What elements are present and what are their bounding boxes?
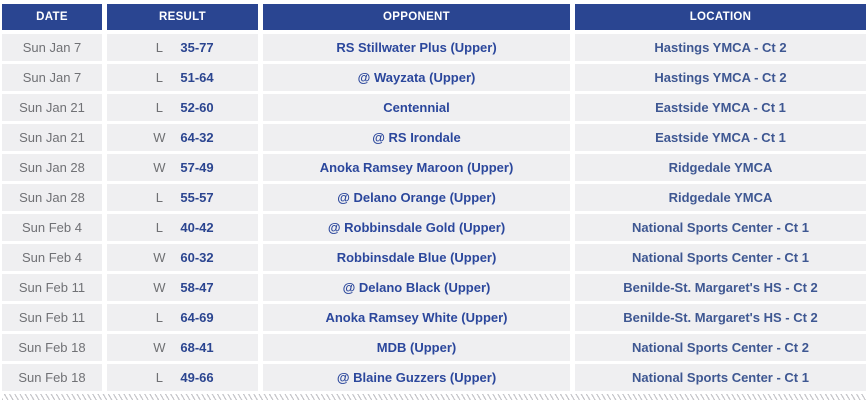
opponent-link[interactable]: @ Delano Orange (Upper) (263, 184, 570, 211)
result-cell: L 49-66 (107, 364, 258, 391)
result-cell: L 35-77 (107, 34, 258, 61)
location-link[interactable]: Hastings YMCA - Ct 2 (575, 64, 866, 91)
result-letter: L (155, 70, 163, 85)
column-header-opponent: OPPONENT (263, 4, 570, 30)
date-cell: Sun Jan 21 (2, 94, 102, 121)
opponent-link[interactable]: @ RS Irondale (263, 124, 570, 151)
location-link[interactable]: National Sports Center - Ct 2 (575, 334, 866, 361)
date-cell: Sun Jan 7 (2, 64, 102, 91)
table-row: Sun Feb 11 W 58-47 @ Delano Black (Upper… (2, 274, 866, 301)
result-score: 57-49 (180, 160, 214, 175)
opponent-link[interactable]: @ Delano Black (Upper) (263, 274, 570, 301)
date-cell: Sun Feb 4 (2, 214, 102, 241)
location-link[interactable]: Eastside YMCA - Ct 1 (575, 124, 866, 151)
column-header-date: DATE (2, 4, 102, 30)
location-link[interactable]: Hastings YMCA - Ct 2 (575, 34, 866, 61)
result-score: 68-41 (180, 340, 214, 355)
location-link[interactable]: Eastside YMCA - Ct 1 (575, 94, 866, 121)
result-cell: W 60-32 (107, 244, 258, 271)
result-score: 55-57 (180, 190, 214, 205)
date-cell: Sun Jan 28 (2, 154, 102, 181)
result-cell: W 58-47 (107, 274, 258, 301)
date-cell: Sun Jan 21 (2, 124, 102, 151)
opponent-link[interactable]: Robbinsdale Blue (Upper) (263, 244, 570, 271)
result-score: 64-32 (180, 130, 214, 145)
result-score: 35-77 (180, 40, 214, 55)
opponent-link[interactable]: MDB (Upper) (263, 334, 570, 361)
result-letter: L (155, 100, 163, 115)
location-link[interactable]: National Sports Center - Ct 1 (575, 364, 866, 391)
result-score: 64-69 (180, 310, 214, 325)
result-letter: W (153, 250, 166, 265)
column-header-result: RESULT (107, 4, 258, 30)
table-row: Sun Jan 7 L 35-77 RS Stillwater Plus (Up… (2, 34, 866, 61)
date-cell: Sun Feb 18 (2, 364, 102, 391)
opponent-link[interactable]: @ Wayzata (Upper) (263, 64, 570, 91)
result-cell: W 64-32 (107, 124, 258, 151)
date-cell: Sun Jan 7 (2, 34, 102, 61)
opponent-link[interactable]: Anoka Ramsey White (Upper) (263, 304, 570, 331)
result-cell: L 40-42 (107, 214, 258, 241)
result-letter: L (155, 310, 163, 325)
table-row: Sun Jan 28 L 55-57 @ Delano Orange (Uppe… (2, 184, 866, 211)
opponent-link[interactable]: Centennial (263, 94, 570, 121)
result-cell: L 55-57 (107, 184, 258, 211)
opponent-link[interactable]: @ Robbinsdale Gold (Upper) (263, 214, 570, 241)
location-link[interactable]: National Sports Center - Ct 1 (575, 244, 866, 271)
result-letter: L (155, 220, 163, 235)
location-link[interactable]: Benilde-St. Margaret's HS - Ct 2 (575, 274, 866, 301)
location-link[interactable]: Ridgedale YMCA (575, 184, 866, 211)
table-header: DATE RESULT OPPONENT LOCATION (2, 4, 866, 30)
table-row: Sun Feb 4 L 40-42 @ Robbinsdale Gold (Up… (2, 214, 866, 241)
opponent-link[interactable]: @ Blaine Guzzers (Upper) (263, 364, 570, 391)
result-letter: L (155, 370, 163, 385)
table-row: Sun Jan 7 L 51-64 @ Wayzata (Upper) Hast… (2, 64, 866, 91)
dotted-divider (2, 394, 866, 400)
result-letter: W (153, 160, 166, 175)
result-score: 60-32 (180, 250, 214, 265)
result-score: 40-42 (180, 220, 214, 235)
date-cell: Sun Feb 18 (2, 334, 102, 361)
opponent-link[interactable]: Anoka Ramsey Maroon (Upper) (263, 154, 570, 181)
result-cell: L 51-64 (107, 64, 258, 91)
result-cell: W 68-41 (107, 334, 258, 361)
result-letter: W (153, 340, 166, 355)
table-row: Sun Feb 11 L 64-69 Anoka Ramsey White (U… (2, 304, 866, 331)
table-row: Sun Jan 21 W 64-32 @ RS Irondale Eastsid… (2, 124, 866, 151)
result-letter: W (153, 130, 166, 145)
opponent-link[interactable]: RS Stillwater Plus (Upper) (263, 34, 570, 61)
result-letter: L (155, 40, 163, 55)
table-row: Sun Feb 4 W 60-32 Robbinsdale Blue (Uppe… (2, 244, 866, 271)
result-cell: L 52-60 (107, 94, 258, 121)
result-score: 52-60 (180, 100, 214, 115)
location-link[interactable]: Ridgedale YMCA (575, 154, 866, 181)
date-cell: Sun Feb 11 (2, 304, 102, 331)
result-score: 58-47 (180, 280, 214, 295)
date-cell: Sun Feb 4 (2, 244, 102, 271)
result-score: 49-66 (180, 370, 214, 385)
column-header-location: LOCATION (575, 4, 866, 30)
table-row: Sun Feb 18 L 49-66 @ Blaine Guzzers (Upp… (2, 364, 866, 391)
date-cell: Sun Feb 11 (2, 274, 102, 301)
result-cell: W 57-49 (107, 154, 258, 181)
table-row: Sun Feb 18 W 68-41 MDB (Upper) National … (2, 334, 866, 361)
result-cell: L 64-69 (107, 304, 258, 331)
location-link[interactable]: Benilde-St. Margaret's HS - Ct 2 (575, 304, 866, 331)
table-row: Sun Jan 21 L 52-60 Centennial Eastside Y… (2, 94, 866, 121)
location-link[interactable]: National Sports Center - Ct 1 (575, 214, 866, 241)
result-score: 51-64 (180, 70, 214, 85)
result-letter: L (155, 190, 163, 205)
table-row: Sun Jan 28 W 57-49 Anoka Ramsey Maroon (… (2, 154, 866, 181)
result-letter: W (153, 280, 166, 295)
table-body: Sun Jan 7 L 35-77 RS Stillwater Plus (Up… (2, 34, 866, 391)
date-cell: Sun Jan 28 (2, 184, 102, 211)
